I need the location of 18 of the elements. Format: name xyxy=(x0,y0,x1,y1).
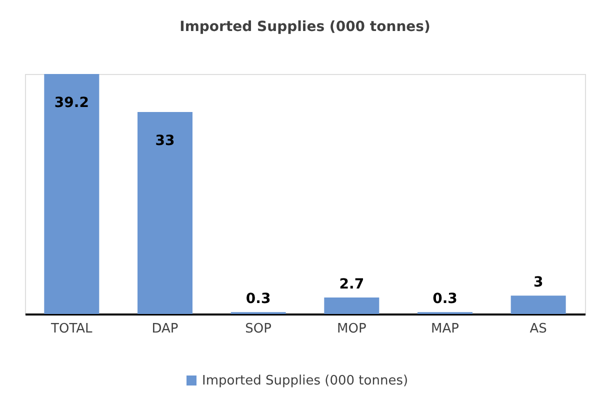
x-tick-label: MAP xyxy=(431,322,460,336)
data-label: 39.2 xyxy=(54,95,89,111)
data-label: 2.7 xyxy=(339,276,364,292)
data-label: 0.3 xyxy=(432,291,458,308)
bar xyxy=(510,296,566,314)
x-tick-label: TOTAL xyxy=(50,322,94,336)
bar xyxy=(324,297,380,314)
legend-label: Imported Supplies (000 tonnes) xyxy=(202,374,408,388)
data-label: 33 xyxy=(155,132,175,149)
x-tick-label: MOP xyxy=(337,322,366,336)
chart-title: Imported Supplies (000 tonnes) xyxy=(180,19,430,35)
data-label: 3 xyxy=(533,274,544,291)
bar xyxy=(44,74,100,314)
data-label: 0.3 xyxy=(246,291,271,308)
x-tick-label: AS xyxy=(530,322,547,336)
x-tick-label: DAP xyxy=(152,322,178,336)
x-tick-label: SOP xyxy=(245,322,272,336)
bar xyxy=(138,112,192,314)
